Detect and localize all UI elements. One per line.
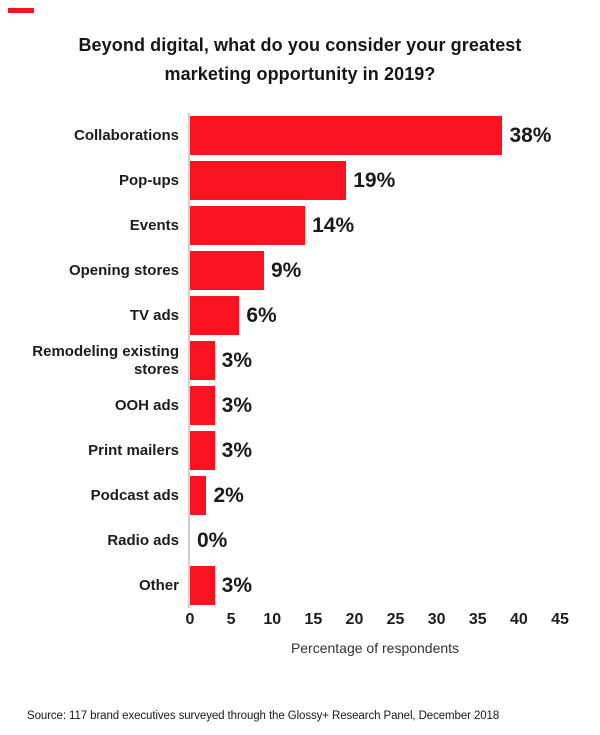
category-label: Print mailers (88, 441, 179, 459)
bar (190, 566, 215, 606)
bar-area: 9% (188, 248, 560, 294)
value-label: 3% (221, 348, 253, 372)
x-axis-tick: 5 (226, 611, 236, 629)
bar (190, 161, 347, 201)
category-label: Other (138, 576, 179, 594)
value-label: 3% (221, 438, 253, 462)
chart-rows: Collaborations 38% Pop-ups 19% Events 14… (0, 113, 600, 609)
x-axis-label: Percentage of respondents (290, 640, 460, 657)
x-axis-tick: 10 (263, 611, 282, 629)
chart-row: OOH ads 3% (0, 383, 600, 429)
bar-area: 14% (188, 203, 560, 249)
bar-area: 3% (188, 563, 560, 609)
value-label: 38% (509, 123, 552, 147)
category-label: Podcast ads (90, 486, 179, 504)
value-label: 2% (213, 483, 244, 507)
corner-red-mark (8, 8, 34, 13)
x-axis-tick: 20 (345, 611, 364, 629)
bar-area: 3% (188, 383, 560, 429)
x-axis-tick: 45 (551, 611, 569, 629)
bar-chart: Collaborations 38% Pop-ups 19% Events 14… (0, 113, 600, 656)
x-axis-tick: 25 (386, 611, 405, 629)
x-axis-tick: 40 (509, 611, 528, 629)
x-axis-tick: 15 (304, 611, 323, 629)
value-label: 3% (221, 573, 253, 597)
bar (190, 296, 240, 336)
chart-row: Podcast ads 2% (0, 473, 600, 519)
bar (190, 116, 503, 156)
bar-area: 38% (188, 113, 560, 159)
bar-area: 0% (188, 518, 560, 564)
category-label: Opening stores (68, 261, 179, 279)
x-axis-tick: 35 (468, 611, 487, 629)
bar (190, 251, 264, 291)
chart-row: Collaborations 38% (0, 113, 600, 159)
x-axis-tick: 30 (427, 611, 446, 629)
chart-row: Remodeling existing stores 3% (0, 338, 600, 384)
category-label: Collaborations (73, 126, 179, 144)
chart-row: Events 14% (0, 203, 600, 249)
value-label: 3% (221, 393, 253, 417)
bar (190, 476, 207, 516)
chart-row: TV ads 6% (0, 293, 600, 339)
bar-area: 3% (188, 338, 560, 384)
value-label: 9% (271, 258, 302, 282)
bar-area: 19% (188, 158, 560, 204)
source-note: Source: 117 brand executives surveyed th… (27, 710, 500, 722)
bar-area: 6% (188, 293, 560, 339)
bar (190, 431, 215, 471)
category-label: Remodeling existing stores (32, 342, 179, 378)
value-label: 6% (246, 303, 277, 327)
category-label: OOH ads (114, 396, 179, 414)
bar (190, 206, 306, 246)
bar (190, 386, 215, 426)
x-axis: 0 5 10 15 20 25 30 35 40 45 (186, 611, 569, 635)
category-label: Radio ads (107, 531, 179, 549)
value-label: 0% (197, 528, 228, 552)
chart-row: Pop-ups 19% (0, 158, 600, 204)
x-axis-tick: 0 (185, 611, 195, 629)
category-label: Events (129, 216, 179, 234)
chart-row: Radio ads 0% (0, 518, 600, 564)
chart-row: Opening stores 9% (0, 248, 600, 294)
bar-area: 3% (188, 428, 560, 474)
value-label: 19% (353, 168, 396, 192)
bar (190, 341, 215, 381)
chart-row: Other 3% (0, 563, 600, 609)
category-label: Pop-ups (119, 171, 179, 189)
chart-title: Beyond digital, what do you consider you… (78, 35, 522, 85)
bar-area: 2% (188, 473, 560, 519)
chart-row: Print mailers 3% (0, 428, 600, 474)
category-label: TV ads (129, 306, 179, 324)
value-label: 14% (312, 213, 355, 237)
